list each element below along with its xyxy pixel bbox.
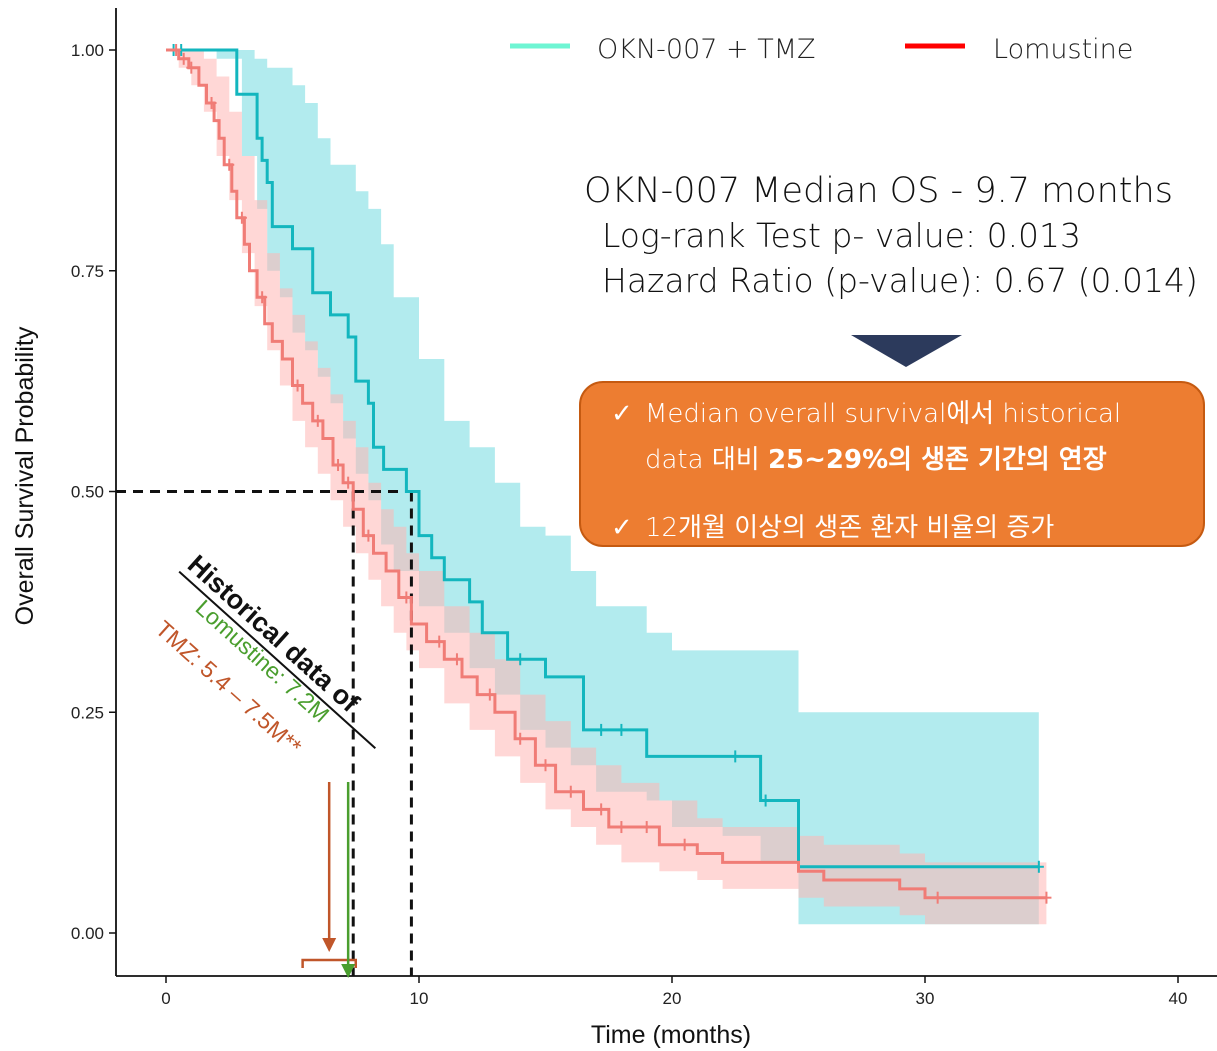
y-tick-label: 0.25 (71, 703, 104, 722)
stats-annotation: OKN-007 Median OS - 9.7 months Log-rank … (584, 171, 1198, 300)
callout-item-1-highlight: 25~29%의 생존 기간의 연장 (767, 445, 1107, 475)
y-tick-label: 0.75 (71, 262, 104, 281)
historical-title: Historical data of (182, 549, 366, 719)
ticks: 0 10 20 30 40 1.00 0.75 0.50 0.25 0.00 (71, 41, 1188, 1008)
callout-item-1-prefix: data 대비 (645, 445, 768, 475)
y-axis-title: Overall Survival Probability (11, 326, 39, 625)
x-tick-label: 40 (1169, 989, 1188, 1008)
lomustine-arrow-head-icon (341, 964, 356, 978)
tmz-arrow-head-icon (322, 938, 337, 952)
y-tick-label: 0.50 (71, 483, 104, 502)
callout-item-1-text: Median overall survival에서 historical (645, 399, 1122, 429)
x-tick-label: 10 (410, 989, 429, 1008)
median-os-text: OKN-007 Median OS - 9.7 months (584, 171, 1173, 211)
callout-item-2-text: 12개월 이상의 생존 환자 비율의 증가 (645, 513, 1055, 543)
tmz-range-bracket (301, 958, 357, 968)
check-icon: ✓ (611, 399, 633, 429)
logrank-text: Log-rank Test p- value: 0.013 (602, 216, 1081, 255)
y-tick-label: 0.00 (71, 924, 104, 943)
historical-annotation: Historical data of Lomustine: 7.2M TMZ: … (151, 549, 377, 978)
legend-label-lomustine: Lomustine (993, 34, 1133, 65)
callout-item-1: ✓ Median overall survival에서 historical (611, 393, 1121, 430)
callout-item-1-cont: data 대비 25~29%의 생존 기간의 연장 (645, 439, 1107, 476)
survival-curves (166, 44, 1052, 904)
median-lines (116, 490, 413, 976)
y-tick-label: 1.00 (71, 41, 104, 60)
x-tick-label: 30 (916, 989, 935, 1008)
okn-survival-curve (166, 48, 1039, 869)
legend-label-okn: OKN-007 + TMZ (597, 34, 816, 65)
x-tick-label: 20 (663, 989, 682, 1008)
legend: OKN-007 + TMZ Lomustine (510, 34, 1133, 65)
callout-item-2: ✓ 12개월 이상의 생존 환자 비율의 증가 (611, 507, 1054, 544)
x-tick-label: 0 (161, 989, 170, 1008)
x-axis-title: Time (months) (591, 1021, 751, 1049)
hazard-ratio-text: Hazard Ratio (p-value): 0.67 (0.014) (602, 261, 1198, 300)
callout-box: ✓ Median overall survival에서 historical da… (579, 381, 1205, 547)
historical-underline (178, 570, 377, 750)
historical-arrows (301, 782, 357, 978)
check-icon: ✓ (611, 513, 633, 543)
okn-confidence-band (166, 50, 1039, 925)
down-arrow-icon (851, 335, 962, 367)
